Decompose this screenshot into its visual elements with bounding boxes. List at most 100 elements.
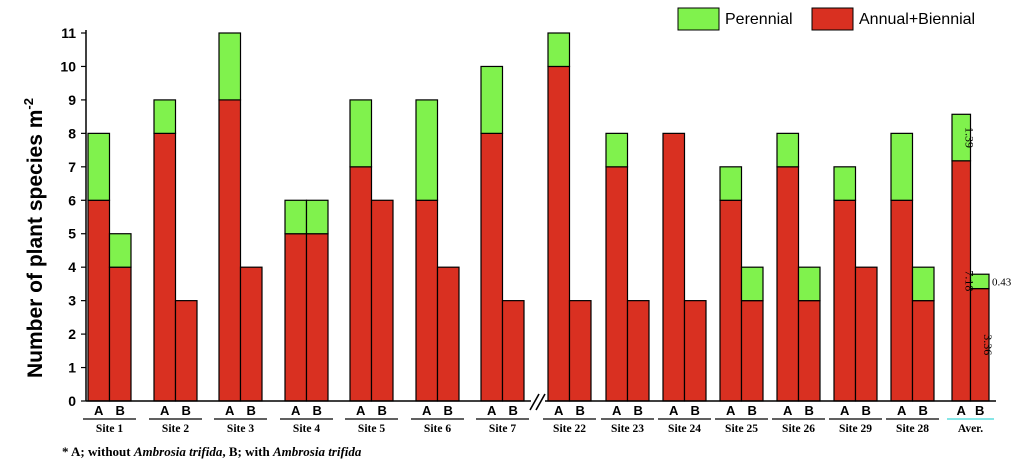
bar-label-b: B (748, 403, 757, 418)
bar-annual-a (547, 65, 571, 402)
bar-annual-a (776, 166, 800, 402)
bar-annual-a (415, 199, 439, 402)
bar-annual-a (153, 132, 177, 402)
bar-perennial-a (284, 199, 308, 235)
bar-perennial-b (305, 199, 329, 235)
bar-annual-a (218, 99, 242, 402)
bar-annual-a (833, 199, 857, 402)
site-label: Site 2 (162, 423, 189, 435)
bar-label-a: A (160, 403, 170, 418)
bar-annual-b (108, 266, 132, 402)
bar-annual-a (605, 166, 629, 402)
footnote-middle: , B; with (222, 444, 273, 459)
bar-label-b: B (247, 403, 256, 418)
bar-label-a: A (669, 403, 679, 418)
value-annotation: 0.43 (992, 276, 1012, 288)
bar-annual-a (480, 132, 504, 402)
site-label: Site 23 (611, 423, 644, 435)
y-tick-label: 1 (68, 360, 76, 376)
bar-label-b: B (975, 403, 984, 418)
bar-perennial-a (547, 32, 571, 68)
site-label: Site 29 (839, 423, 872, 435)
bar-label-b: B (378, 403, 387, 418)
bar-label-a: A (612, 403, 622, 418)
bar-label-b: B (634, 403, 643, 418)
bar-annual-b (501, 300, 525, 402)
bar-annual-b (174, 300, 198, 402)
bar-annual-b (436, 266, 460, 402)
bar-perennial-b (911, 266, 935, 302)
bar-perennial-a (890, 132, 914, 201)
bar-perennial-a (218, 32, 242, 101)
bar-annual-a (662, 132, 686, 402)
bar-label-b: B (862, 403, 871, 418)
bar-annual-a (87, 199, 111, 402)
y-axis-label-text: Number of plant species m (24, 110, 47, 378)
bar-label-b: B (313, 403, 322, 418)
site-label: Site 25 (725, 423, 758, 435)
bar-perennial-b (797, 266, 821, 302)
bar-label-a: A (94, 403, 104, 418)
bar-annual-b (911, 300, 935, 402)
y-tick-label: 6 (68, 192, 76, 208)
y-tick-label: 11 (61, 25, 76, 41)
legend-swatch-annual (811, 7, 854, 31)
bar-label-b: B (444, 403, 453, 418)
bar-perennial-a (480, 65, 504, 134)
bar-label-a: A (957, 403, 967, 418)
bar-perennial-a (87, 132, 111, 201)
bar-perennial-a (776, 132, 800, 168)
bar-label-b: B (509, 403, 518, 418)
site-label: Site 26 (782, 423, 815, 435)
bar-annual-a (890, 199, 914, 402)
legend-swatch-perennial (677, 7, 720, 31)
y-tick-label: 2 (68, 326, 76, 342)
bar-label-b: B (182, 403, 191, 418)
y-tick-label: 7 (68, 159, 76, 175)
site-label: Site 22 (553, 423, 586, 435)
bar-label-a: A (291, 403, 301, 418)
y-tick-label: 8 (68, 125, 76, 141)
bar-label-b: B (691, 403, 700, 418)
value-annotation: 7.18 (962, 270, 976, 291)
bar-label-a: A (356, 403, 366, 418)
legend: Perennial Annual+Biennial (677, 7, 975, 31)
site-label: Site 24 (668, 423, 701, 435)
bar-annual-b (305, 233, 329, 402)
bar-annual-b (854, 266, 878, 402)
site-label: Site 3 (227, 423, 254, 435)
bar-annual-a (349, 166, 373, 402)
y-axis-label: Number of plant species m-2 (21, 98, 47, 378)
value-annotation: 3.36 (981, 334, 995, 355)
bar-perennial-a (833, 166, 857, 201)
bar-perennial-a (349, 99, 373, 168)
bar-label-a: A (726, 403, 736, 418)
site-label: Aver. (958, 423, 983, 435)
bar-label-a: A (487, 403, 497, 418)
bar-perennial-b (740, 266, 764, 302)
bar-label-a: A (225, 403, 235, 418)
bar-perennial-a (153, 99, 177, 134)
bar-label-b: B (576, 403, 585, 418)
site-label: Site 1 (96, 423, 123, 435)
bar-annual-b (740, 300, 764, 402)
y-tick-label: 4 (68, 259, 76, 275)
bar-perennial-b (969, 273, 990, 290)
bar-annual-a (284, 233, 308, 402)
y-axis-label-superscript: -2 (21, 98, 36, 110)
bar-perennial-a (719, 166, 743, 201)
bar-perennial-b (108, 233, 132, 268)
bar-annual-b (626, 300, 650, 402)
y-tick-label: 3 (68, 293, 76, 309)
y-tick-label: 10 (60, 58, 76, 74)
bar-label-b: B (919, 403, 928, 418)
axis-break-mark (529, 393, 540, 411)
y-tick-label: 9 (68, 92, 76, 108)
y-tick-label: 5 (68, 226, 76, 242)
bar-annual-a (719, 199, 743, 402)
bar-perennial-a (415, 99, 439, 201)
legend-label-perennial: Perennial (725, 11, 793, 28)
footnote-species-b: Ambrosia trifida (272, 444, 362, 459)
bar-label-a: A (840, 403, 850, 418)
